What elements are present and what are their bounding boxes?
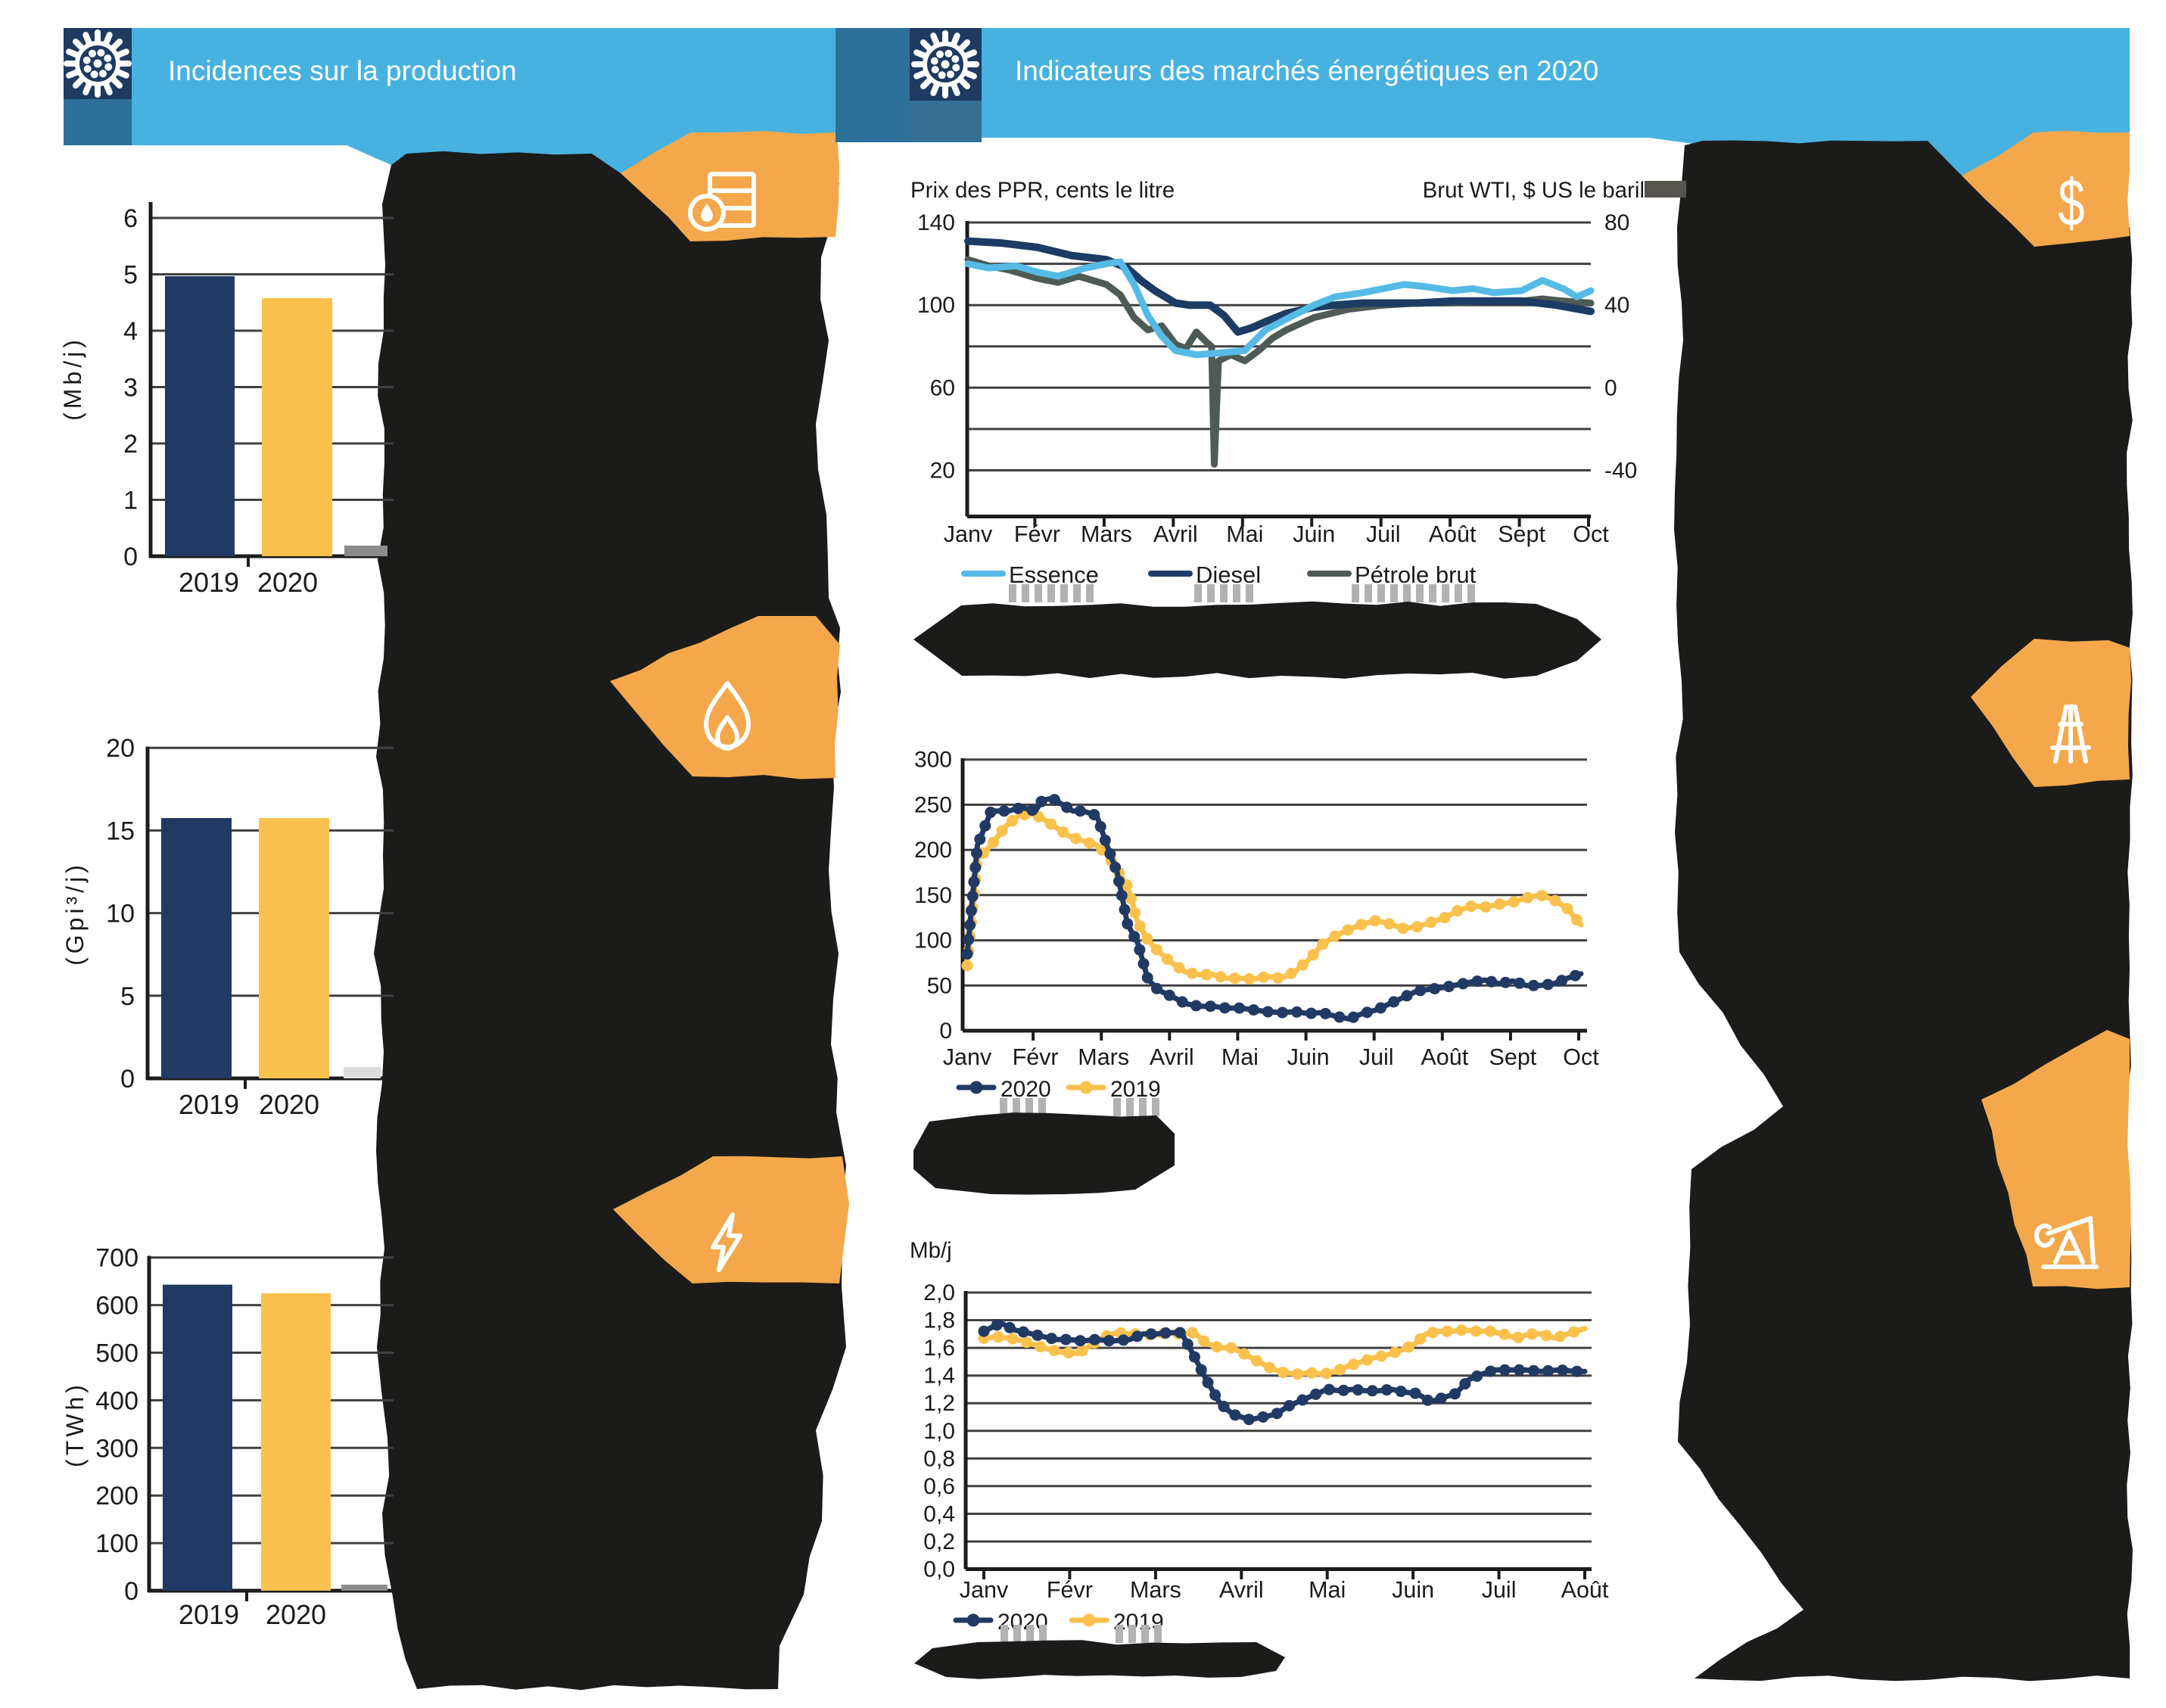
svg-text:Mars: Mars xyxy=(1078,1044,1129,1070)
svg-text:200: 200 xyxy=(95,1482,138,1510)
svg-text:0: 0 xyxy=(1604,375,1617,400)
svg-text:3: 3 xyxy=(123,374,138,403)
svg-text:60: 60 xyxy=(930,375,955,400)
svg-text:1: 1 xyxy=(123,487,138,515)
svg-text:0,8: 0,8 xyxy=(923,1446,955,1471)
svg-text:Mb/j: Mb/j xyxy=(910,1238,952,1263)
svg-text:Juil: Juil xyxy=(1366,521,1401,547)
svg-text:$: $ xyxy=(2058,166,2084,241)
svg-text:Févr: Févr xyxy=(1013,1044,1059,1070)
svg-text:(TWh): (TWh) xyxy=(61,1381,89,1467)
svg-text:Mai: Mai xyxy=(1309,1577,1346,1603)
svg-text:2020: 2020 xyxy=(259,1089,319,1120)
svg-text:0,0: 0,0 xyxy=(923,1557,955,1582)
svg-text:80: 80 xyxy=(1604,210,1629,235)
svg-text:1,4: 1,4 xyxy=(923,1364,955,1389)
svg-text:300: 300 xyxy=(914,748,952,773)
svg-text:Sept: Sept xyxy=(1498,521,1545,547)
svg-text:50: 50 xyxy=(927,973,952,998)
svg-text:2019: 2019 xyxy=(179,567,239,598)
svg-text:0: 0 xyxy=(124,1577,138,1606)
svg-text:2020: 2020 xyxy=(266,1599,326,1630)
svg-text:Mai: Mai xyxy=(1226,521,1263,547)
svg-text:100: 100 xyxy=(95,1529,138,1558)
svg-text:400: 400 xyxy=(95,1386,138,1415)
svg-text:2019: 2019 xyxy=(1110,1077,1161,1102)
svg-text:5: 5 xyxy=(123,261,138,290)
svg-text:2019: 2019 xyxy=(179,1089,239,1120)
svg-text:10: 10 xyxy=(106,900,135,929)
svg-text:Avril: Avril xyxy=(1153,521,1198,547)
svg-text:20: 20 xyxy=(930,459,955,484)
svg-text:200: 200 xyxy=(914,838,952,863)
svg-text:1,2: 1,2 xyxy=(923,1391,955,1416)
svg-text:Févr: Févr xyxy=(1047,1577,1093,1603)
svg-text:Mars: Mars xyxy=(1130,1577,1181,1603)
svg-text:0,6: 0,6 xyxy=(923,1474,955,1499)
svg-text:Indicateurs des marchés énergé: Indicateurs des marchés énergétiques en … xyxy=(1015,55,1598,86)
svg-text:2019: 2019 xyxy=(179,1599,239,1630)
svg-text:Brut WTI, $ US le baril: Brut WTI, $ US le baril xyxy=(1423,178,1645,203)
svg-text:150: 150 xyxy=(914,883,952,908)
svg-text:2020: 2020 xyxy=(1001,1077,1051,1102)
svg-text:300: 300 xyxy=(95,1434,138,1463)
svg-text:0: 0 xyxy=(120,1065,135,1094)
svg-text:Pétrole brut: Pétrole brut xyxy=(1355,562,1477,588)
svg-text:1,0: 1,0 xyxy=(923,1419,955,1444)
svg-text:Juil: Juil xyxy=(1359,1044,1394,1070)
svg-text:Janv: Janv xyxy=(943,1044,992,1070)
svg-text:0,4: 0,4 xyxy=(923,1501,955,1526)
svg-text:Avril: Avril xyxy=(1150,1044,1194,1070)
svg-text:Mars: Mars xyxy=(1081,521,1132,547)
svg-text:Diesel: Diesel xyxy=(1196,562,1261,588)
svg-text:0,2: 0,2 xyxy=(923,1529,955,1554)
svg-text:2: 2 xyxy=(123,430,138,459)
svg-text:Févr: Févr xyxy=(1014,521,1060,547)
svg-text:Août: Août xyxy=(1429,521,1477,547)
svg-text:Juin: Juin xyxy=(1392,1577,1434,1603)
svg-text:Juil: Juil xyxy=(1482,1577,1517,1603)
svg-text:Incidences sur la production: Incidences sur la production xyxy=(168,55,517,86)
svg-text:(Mb/j): (Mb/j) xyxy=(59,336,86,421)
svg-text:2,0: 2,0 xyxy=(923,1280,955,1305)
svg-text:Mai: Mai xyxy=(1221,1044,1259,1070)
svg-text:0: 0 xyxy=(123,543,138,571)
svg-text:Janv: Janv xyxy=(960,1577,1009,1603)
svg-text:6: 6 xyxy=(123,204,138,233)
svg-text:140: 140 xyxy=(917,210,955,235)
svg-text:Oct: Oct xyxy=(1573,521,1609,547)
svg-text:Prix des PPR, cents le litre: Prix des PPR, cents le litre xyxy=(910,178,1175,203)
svg-text:700: 700 xyxy=(95,1244,138,1273)
svg-text:Oct: Oct xyxy=(1563,1044,1599,1070)
svg-text:Sept: Sept xyxy=(1489,1044,1537,1070)
svg-text:2020: 2020 xyxy=(257,567,318,598)
svg-text:5: 5 xyxy=(120,982,135,1011)
svg-text:-40: -40 xyxy=(1604,459,1637,484)
svg-text:15: 15 xyxy=(106,817,135,845)
svg-text:1,8: 1,8 xyxy=(923,1308,955,1333)
svg-text:4: 4 xyxy=(123,317,138,346)
svg-text:250: 250 xyxy=(914,792,952,817)
svg-text:500: 500 xyxy=(95,1339,138,1368)
svg-text:600: 600 xyxy=(95,1292,138,1321)
svg-text:Juin: Juin xyxy=(1287,1044,1330,1070)
svg-text:Essence: Essence xyxy=(1009,562,1099,588)
svg-text:100: 100 xyxy=(914,929,952,954)
svg-text:Avril: Avril xyxy=(1219,1577,1264,1603)
svg-text:0: 0 xyxy=(939,1019,952,1044)
svg-text:Août: Août xyxy=(1421,1044,1468,1070)
svg-text:1,6: 1,6 xyxy=(923,1336,955,1361)
svg-text:20: 20 xyxy=(106,734,135,763)
svg-text:100: 100 xyxy=(917,293,955,318)
svg-text:Août: Août xyxy=(1561,1577,1609,1603)
svg-text:40: 40 xyxy=(1604,293,1629,318)
svg-text:Janv: Janv xyxy=(944,521,993,547)
svg-text:Juin: Juin xyxy=(1293,521,1335,547)
svg-text:(Gpi³/j): (Gpi³/j) xyxy=(61,861,89,966)
